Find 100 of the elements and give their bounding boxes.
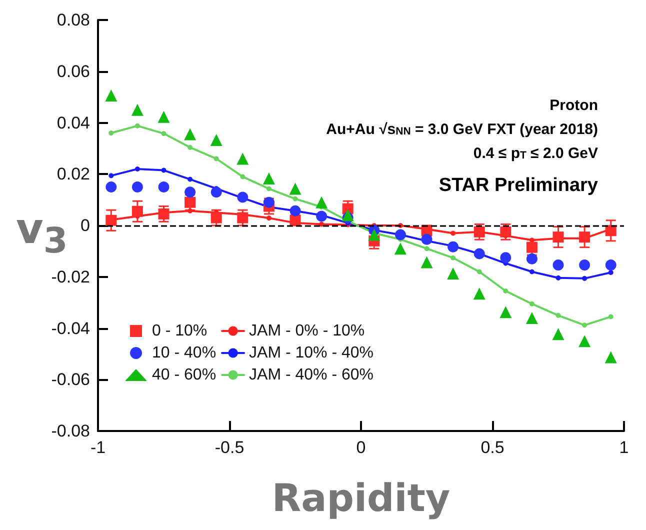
point — [420, 256, 433, 268]
point — [473, 288, 486, 300]
point — [424, 246, 430, 252]
point — [556, 275, 561, 280]
point — [262, 172, 275, 184]
point — [134, 166, 140, 172]
y-tick-label: 0.08 — [56, 10, 90, 30]
point — [579, 232, 590, 243]
point — [237, 212, 248, 224]
point — [188, 144, 193, 150]
point — [158, 181, 170, 192]
point — [582, 322, 588, 328]
point — [188, 176, 193, 182]
y-tick-label: -0.02 — [51, 267, 90, 286]
point — [131, 104, 144, 116]
point — [316, 196, 328, 208]
x-tick-label: 0 — [356, 438, 366, 457]
point — [448, 241, 459, 252]
point — [474, 226, 485, 238]
point — [526, 312, 538, 324]
point — [578, 335, 591, 348]
y-axis-title: v$_{3}$ — [16, 204, 68, 262]
point — [105, 90, 118, 102]
point — [184, 128, 196, 140]
legend-label: 0 - 10% — [152, 322, 208, 340]
point — [108, 130, 114, 136]
point — [447, 268, 460, 280]
point — [394, 242, 406, 255]
x-axis-title: Rapidity — [272, 476, 450, 520]
point — [210, 186, 222, 198]
x-tick-label: 1 — [619, 438, 629, 457]
point — [500, 306, 512, 318]
legend-label: JAM - 0% - 10% — [249, 322, 365, 340]
point — [184, 196, 196, 208]
point — [552, 232, 564, 243]
x-tick-label: -0.5 — [214, 438, 244, 457]
point — [292, 196, 298, 202]
legend-label: JAM - 40% - 60% — [249, 366, 374, 384]
point — [106, 181, 117, 192]
point — [450, 255, 456, 260]
point — [210, 134, 222, 146]
point — [240, 174, 246, 180]
point — [236, 152, 249, 165]
point — [161, 168, 166, 173]
point — [266, 186, 272, 192]
point — [319, 222, 324, 227]
point — [290, 205, 301, 216]
y-tick-label: -0.04 — [51, 318, 90, 338]
point — [161, 131, 166, 136]
y-tick-label: -0.06 — [51, 370, 90, 390]
legend-label: JAM - 10% - 40% — [249, 344, 374, 362]
point — [316, 210, 328, 222]
point — [608, 270, 614, 276]
point — [500, 226, 512, 238]
point — [158, 110, 170, 123]
point — [476, 269, 482, 274]
annotation: Au+Au √sNN = 3.0 GeV FXT (year 2018) — [326, 121, 598, 138]
annotation: 0.4 ≤ pT ≤ 2.0 GeV — [473, 145, 598, 162]
point — [526, 242, 538, 253]
point — [188, 208, 193, 214]
point — [342, 209, 354, 222]
point — [368, 228, 380, 241]
point — [106, 214, 117, 226]
point — [237, 192, 248, 203]
point — [210, 212, 222, 224]
point — [421, 234, 432, 245]
point — [263, 196, 274, 208]
point — [529, 301, 534, 306]
point — [556, 312, 561, 318]
point — [500, 252, 512, 264]
x-tick-label: 0.5 — [480, 438, 504, 457]
point — [108, 173, 114, 178]
y-tick-label: 0.02 — [56, 164, 90, 184]
point — [552, 328, 564, 340]
point — [503, 288, 508, 294]
point — [526, 253, 538, 264]
point — [450, 230, 456, 236]
y-tick-label: 0.06 — [56, 62, 90, 81]
point — [134, 123, 140, 128]
y-tick-label: -0.08 — [51, 422, 90, 440]
point — [474, 248, 485, 260]
legend-label: 40 - 60% — [152, 366, 216, 384]
point — [184, 186, 196, 198]
point — [394, 229, 406, 240]
x-tick-label: -1 — [90, 438, 106, 457]
point — [132, 181, 143, 192]
point — [289, 182, 302, 195]
point — [604, 351, 617, 364]
point — [608, 314, 614, 320]
point — [266, 216, 272, 221]
point — [552, 260, 564, 271]
point — [132, 206, 143, 217]
annotation: STAR Preliminary — [438, 175, 598, 196]
point — [582, 276, 588, 281]
point — [579, 260, 590, 271]
legend-label: 10 - 40% — [152, 344, 216, 362]
y-tick-label: 0 — [80, 216, 90, 235]
point — [605, 260, 616, 271]
point — [605, 225, 616, 236]
annotation: Proton — [550, 97, 598, 114]
